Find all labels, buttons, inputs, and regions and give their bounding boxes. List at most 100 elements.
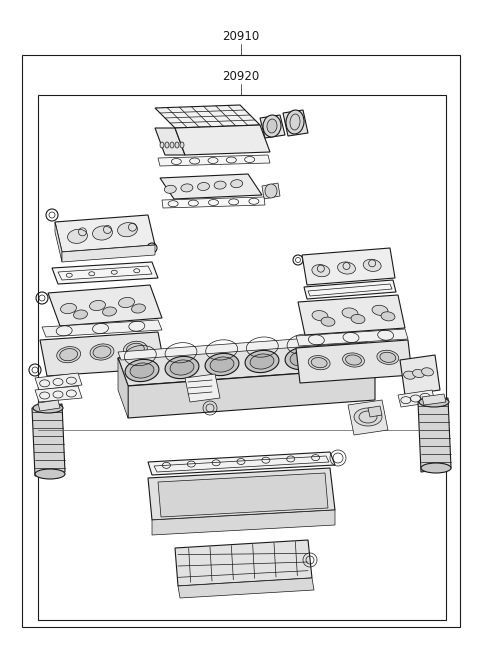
Polygon shape <box>52 262 158 284</box>
Ellipse shape <box>130 363 154 378</box>
Polygon shape <box>422 394 446 405</box>
Ellipse shape <box>165 356 199 379</box>
Ellipse shape <box>170 142 174 148</box>
Polygon shape <box>162 197 265 208</box>
Polygon shape <box>48 285 162 326</box>
Ellipse shape <box>372 305 388 316</box>
Ellipse shape <box>286 110 304 134</box>
Polygon shape <box>62 245 155 262</box>
Ellipse shape <box>312 310 328 321</box>
Ellipse shape <box>337 262 356 274</box>
Ellipse shape <box>35 469 65 479</box>
Ellipse shape <box>380 352 396 362</box>
Ellipse shape <box>267 119 277 133</box>
Polygon shape <box>155 128 185 155</box>
Ellipse shape <box>57 346 81 363</box>
Polygon shape <box>260 115 285 138</box>
Ellipse shape <box>126 343 144 356</box>
Ellipse shape <box>421 463 451 473</box>
Polygon shape <box>148 468 335 520</box>
Ellipse shape <box>205 354 239 375</box>
Text: 20920: 20920 <box>222 70 260 83</box>
Polygon shape <box>302 248 395 285</box>
Polygon shape <box>178 578 314 598</box>
Ellipse shape <box>93 226 112 240</box>
Ellipse shape <box>311 358 327 367</box>
Ellipse shape <box>90 344 114 360</box>
Polygon shape <box>152 510 335 535</box>
Polygon shape <box>304 280 396 299</box>
Ellipse shape <box>381 312 395 321</box>
Ellipse shape <box>68 229 87 244</box>
Ellipse shape <box>404 371 416 379</box>
Ellipse shape <box>342 308 358 318</box>
Polygon shape <box>160 174 262 199</box>
Ellipse shape <box>419 397 449 407</box>
Polygon shape <box>185 374 220 402</box>
Ellipse shape <box>263 115 281 137</box>
Polygon shape <box>55 222 62 262</box>
Ellipse shape <box>343 353 364 367</box>
Polygon shape <box>38 400 60 411</box>
Ellipse shape <box>308 356 330 370</box>
Ellipse shape <box>165 142 169 148</box>
Ellipse shape <box>265 184 277 198</box>
Ellipse shape <box>210 357 234 372</box>
Ellipse shape <box>164 185 176 193</box>
Polygon shape <box>35 386 82 402</box>
Ellipse shape <box>119 297 134 308</box>
Text: 20910: 20910 <box>222 30 260 43</box>
Polygon shape <box>283 110 308 136</box>
Polygon shape <box>296 340 412 383</box>
Ellipse shape <box>354 408 382 426</box>
Ellipse shape <box>330 348 354 363</box>
Bar <box>38 95 446 620</box>
Ellipse shape <box>93 346 111 358</box>
Polygon shape <box>128 368 375 418</box>
Ellipse shape <box>60 348 78 361</box>
Polygon shape <box>368 406 382 417</box>
Polygon shape <box>400 355 440 395</box>
Polygon shape <box>35 373 82 390</box>
Ellipse shape <box>180 142 184 148</box>
Polygon shape <box>118 358 128 418</box>
Ellipse shape <box>231 179 243 188</box>
Ellipse shape <box>175 142 179 148</box>
Ellipse shape <box>285 347 319 369</box>
Bar <box>22 55 460 627</box>
Ellipse shape <box>351 314 365 324</box>
Ellipse shape <box>250 354 274 369</box>
Polygon shape <box>32 404 65 476</box>
Ellipse shape <box>312 265 330 277</box>
Polygon shape <box>155 105 260 128</box>
Ellipse shape <box>245 350 279 373</box>
Polygon shape <box>296 329 408 346</box>
Ellipse shape <box>118 223 137 236</box>
Ellipse shape <box>103 307 117 316</box>
Ellipse shape <box>160 142 164 148</box>
Polygon shape <box>298 295 405 335</box>
Polygon shape <box>262 183 280 199</box>
Polygon shape <box>348 400 388 435</box>
Ellipse shape <box>214 181 226 189</box>
Ellipse shape <box>363 259 381 271</box>
Ellipse shape <box>412 369 424 377</box>
Polygon shape <box>398 390 435 407</box>
Ellipse shape <box>123 341 147 358</box>
Polygon shape <box>148 452 335 475</box>
Polygon shape <box>40 332 165 376</box>
Ellipse shape <box>125 360 159 382</box>
Ellipse shape <box>325 345 359 367</box>
Ellipse shape <box>377 350 399 364</box>
Ellipse shape <box>181 184 193 192</box>
Polygon shape <box>158 473 328 517</box>
Ellipse shape <box>346 355 361 365</box>
Polygon shape <box>118 340 375 386</box>
Ellipse shape <box>73 310 87 319</box>
Ellipse shape <box>33 403 63 413</box>
Ellipse shape <box>90 301 106 310</box>
Polygon shape <box>55 215 155 252</box>
Polygon shape <box>175 540 312 586</box>
Polygon shape <box>42 320 162 337</box>
Ellipse shape <box>60 303 76 314</box>
